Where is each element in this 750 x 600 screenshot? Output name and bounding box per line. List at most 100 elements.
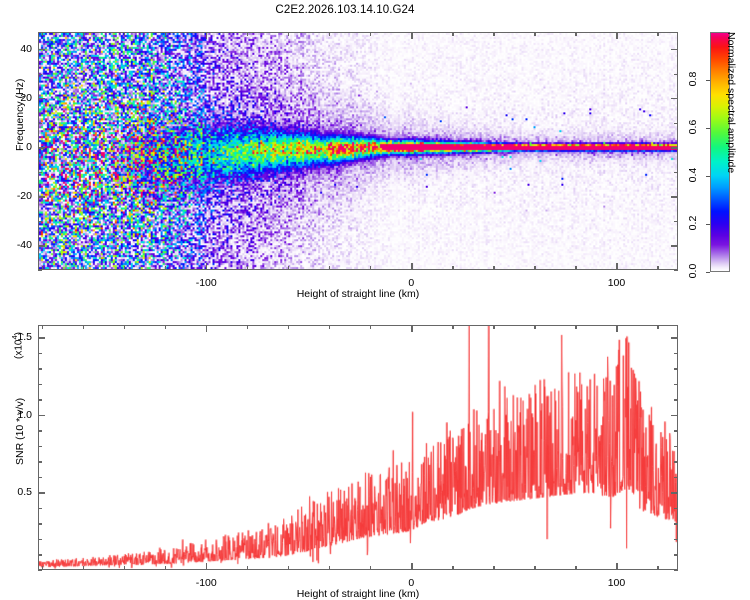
spectrogram-x-tick [411,263,413,270]
snr-x-tick-top [206,325,208,332]
spectrogram-x-tick [288,266,290,270]
spectrogram-x-axis-title: Height of straight line (km) [296,288,420,300]
snr-x-tick [83,566,85,570]
spectrogram-x-tick-top [657,32,659,36]
colorbar-gradient [710,32,730,272]
spectrogram-x-tick [329,266,331,270]
spectrogram-y-ticklabel: 20 [20,92,32,105]
colorbar-tick [706,272,710,274]
spectrogram-y-tick [38,196,45,198]
spectrogram-x-tick [534,266,536,270]
spectrogram-y-tick-right [671,196,678,198]
snr-x-tick-top [83,325,85,329]
spectrogram-x-tick-top [206,32,208,39]
snr-x-tick [165,566,167,570]
spectrogram-y-tick-right [674,73,678,75]
snr-y-tick [38,430,42,432]
snr-x-tick-top [575,325,577,329]
snr-x-tick-top [657,325,659,329]
snr-y-tick-right [674,523,678,525]
snr-x-tick [42,566,44,570]
snr-y-tick-right [674,368,678,370]
spectrogram-x-tick-top [288,32,290,36]
spectrogram-y-tick [38,220,42,223]
spectrogram-y-tick-right [674,220,678,223]
spectrogram-y-tick [38,73,42,75]
spectrogram-x-ticklabel: 100 [607,277,626,289]
snr-x-tick-top [329,325,331,329]
spectrogram-x-tick-top [42,32,44,36]
spectrogram-x-tick-top [83,32,85,36]
snr-y-tick [38,352,42,355]
spectrogram-x-tick [452,266,454,270]
spectrogram-x-tick-top [329,32,331,36]
spectrogram-x-tick-top [534,32,536,36]
spectrogram-x-tick [124,266,126,270]
snr-x-tick [288,566,290,570]
snr-x-tick [493,566,495,570]
snr-y-tick-right [674,507,678,510]
spectrogram-x-tick [247,266,249,270]
spectrogram-y-tick-right [671,147,678,149]
snr-x-tick-top [42,325,44,329]
snr-x-tick-top [247,325,249,329]
spectrogram-y-tick [38,270,42,272]
colorbar-ticklabel: 0.4 [687,167,699,183]
snr-y-tick [38,414,45,417]
snr-y-tick-right [671,337,678,339]
snr-y-tick [38,476,42,479]
spectrogram-x-ticklabel: 0 [408,277,415,289]
snr-x-tick [247,566,249,570]
snr-y-tick-right [674,352,678,355]
spectrogram-x-tick-top [165,32,167,36]
colorbar-title: Normalized spectral amplitude [725,32,737,174]
snr-x-tick-top [165,325,167,329]
snr-y-axis-title: SNR (10 * v/v) [14,397,26,465]
snr-y-ticklabel: 0.5 [17,486,32,499]
spectrogram-x-tick [493,266,495,270]
snr-x-tick [616,563,618,570]
colorbar-tick [706,80,710,82]
snr-y-tick-right [674,570,678,572]
snr-y-tick [38,538,42,541]
snr-x-tick [575,566,577,570]
snr-y-tick-right [671,492,678,494]
snr-x-tick-top [411,325,413,332]
colorbar-tick [706,224,710,226]
snr-y-tick [38,507,42,510]
snr-y-tick-right [674,476,678,479]
snr-exponent-prefix: (x10 [13,339,25,359]
snr-panel [38,325,678,570]
snr-y-tick [38,399,42,401]
colorbar-ticklabel: 0.0 [687,263,699,279]
snr-x-axis-title: Height of straight line (km) [296,588,420,600]
spectrogram-y-tick-right [671,49,678,51]
snr-y-tick [38,523,42,525]
snr-y-tick-right [674,445,678,448]
snr-y-tick [38,461,42,463]
spectrogram-x-tick-top [124,32,126,36]
spectrogram-y-tick [38,98,45,100]
snr-y-tick-right [671,414,678,417]
snr-x-tick-top [124,325,126,329]
spectrogram-y-ticklabel: 40 [20,43,32,56]
spectrogram-y-axis-title: Frequency (Hz) [14,78,26,151]
snr-x-tick-top [616,325,618,332]
spectrogram-y-tick-right [671,98,678,100]
spectrogram-y-tick-right [674,270,678,272]
colorbar-ticklabel: 0.6 [687,119,699,135]
spectrogram-x-tick [616,263,618,270]
snr-y-tick [38,337,45,339]
spectrogram-panel [38,32,678,270]
spectrogram-y-tick-right [674,171,678,174]
snr-y-tick-right [674,430,678,432]
snr-trace [39,326,677,569]
spectrogram-y-tick-right [671,245,678,247]
colorbar-tick [706,128,710,130]
snr-y-tick [38,368,42,370]
snr-x-tick-top [534,325,536,329]
snr-x-tick [411,563,413,570]
spectrogram-x-tick-top [616,32,618,39]
snr-y-ticklabel: 1.5 [17,331,32,344]
snr-x-ticklabel: -100 [195,577,217,589]
